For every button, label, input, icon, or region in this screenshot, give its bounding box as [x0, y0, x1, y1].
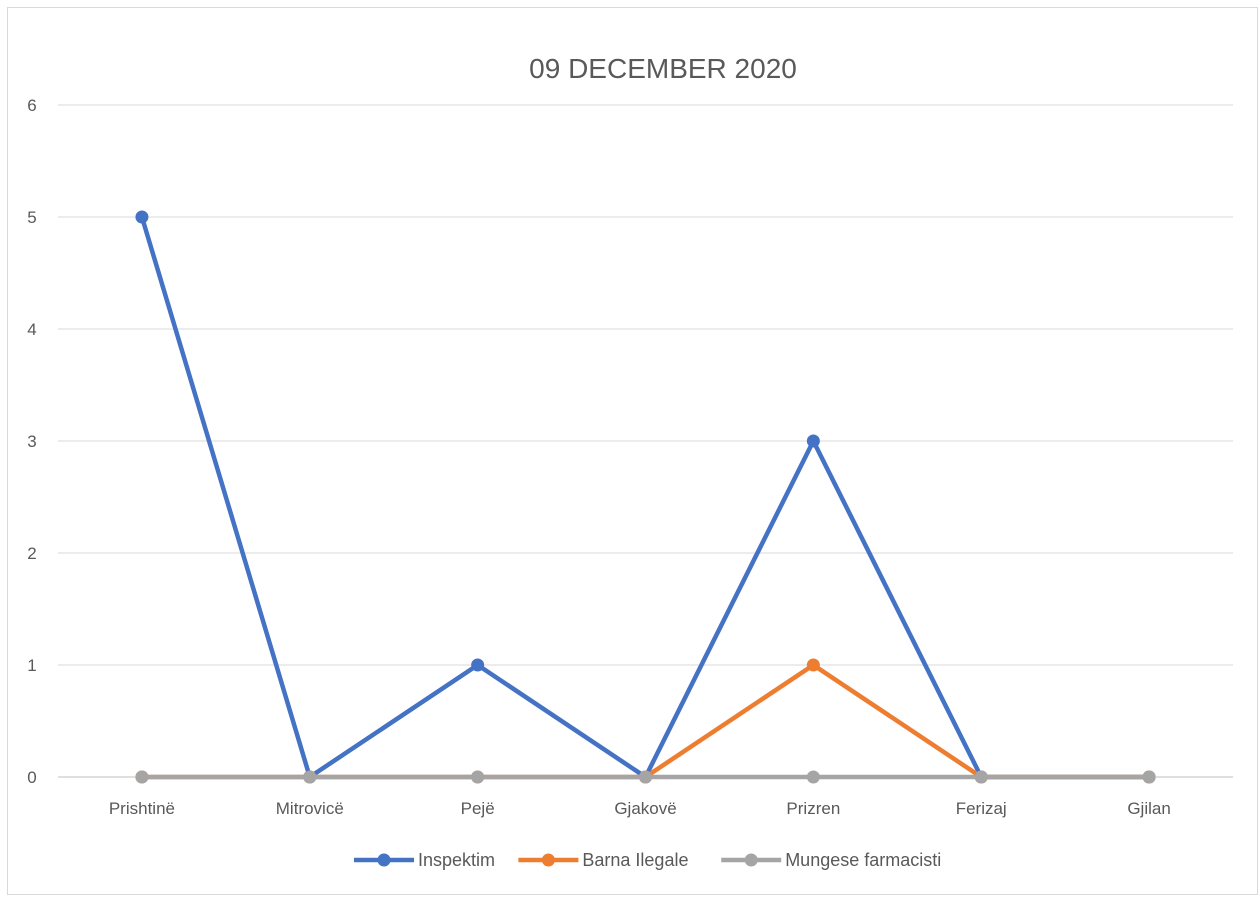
legend-marker [744, 853, 758, 867]
y-axis: 0 1 2 3 4 5 6 [27, 96, 36, 787]
data-point [806, 658, 820, 672]
chart-frame [7, 7, 1258, 895]
legend-marker [377, 853, 391, 867]
legend-label: Barna Ilegale [582, 850, 688, 870]
x-tick-label: Ferizaj [956, 799, 1007, 818]
data-point [806, 770, 820, 784]
legend-marker [541, 853, 555, 867]
series-line [139, 214, 1152, 780]
series-mungese-farmacisti [135, 770, 1156, 784]
y-tick-label: 5 [27, 208, 36, 227]
data-point [974, 770, 988, 784]
y-tick-label: 6 [27, 96, 36, 115]
y-tick-label: 4 [27, 320, 36, 339]
data-point [135, 770, 149, 784]
legend-label: Mungese farmacisti [785, 850, 941, 870]
x-tick-label: Gjilan [1127, 799, 1170, 818]
x-tick-label: Gjakovë [614, 799, 676, 818]
x-tick-label: Prishtinë [109, 799, 175, 818]
data-point [639, 770, 652, 784]
legend-label: Inspektim [418, 850, 495, 870]
data-point [471, 658, 485, 672]
data-point [806, 434, 820, 448]
series-inspektim [135, 210, 1156, 784]
x-tick-label: Prizren [786, 799, 840, 818]
data-point [135, 210, 149, 224]
chart-title: 09 DECEMBER 2020 [529, 53, 797, 84]
y-tick-label: 1 [27, 656, 36, 675]
y-tick-label: 0 [27, 768, 36, 787]
x-tick-label: Pejë [461, 799, 495, 818]
x-axis: Prishtinë Mitrovicë Pejë Gjakovë Prizren Feri… [109, 799, 1171, 818]
data-point [471, 770, 485, 784]
data-point [1142, 770, 1156, 784]
legend-item: Barna Ilegale [518, 850, 688, 870]
data-point [303, 770, 317, 784]
x-tick-label: Mitrovicë [276, 799, 344, 818]
y-tick-label: 2 [27, 544, 36, 563]
series-layer [135, 210, 1156, 784]
legend-item: Inspektim [354, 850, 495, 870]
legend: Inspektim Barna Ilegale Mungese farmacisti [354, 850, 941, 870]
gridlines [58, 104, 1233, 778]
y-tick-label: 3 [27, 432, 36, 451]
legend-item: Mungese farmacisti [721, 850, 941, 870]
series-barna-ilegale [135, 658, 1156, 784]
